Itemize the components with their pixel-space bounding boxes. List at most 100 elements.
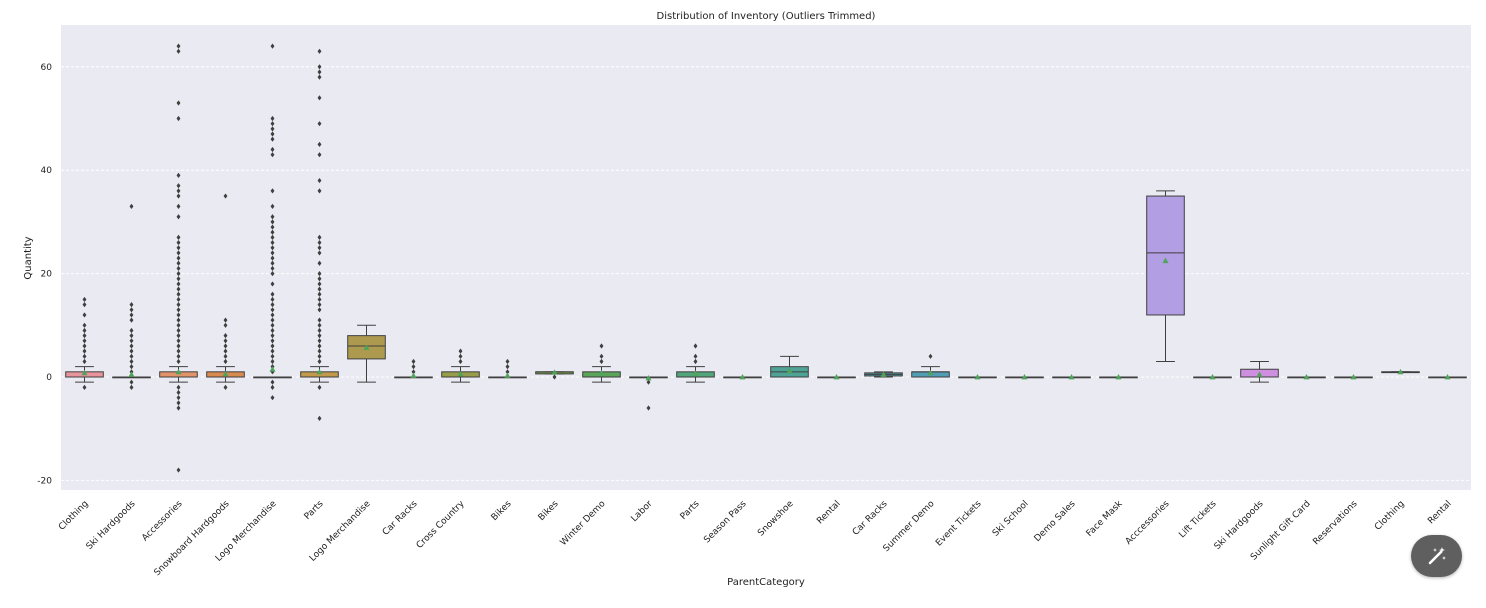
x-tick-label: Rental xyxy=(1426,499,1453,526)
outlier-point xyxy=(223,384,228,390)
outlier-point xyxy=(599,343,604,349)
outlier-point xyxy=(223,333,228,339)
outlier-point xyxy=(176,312,181,318)
outlier-point xyxy=(270,353,275,359)
outlier-point xyxy=(270,255,275,261)
outlier-point xyxy=(317,322,322,328)
outlier-point xyxy=(270,126,275,132)
outlier-point xyxy=(270,307,275,313)
x-tick-label: Snowshoe xyxy=(756,499,796,539)
outlier-point xyxy=(317,384,322,390)
outlier-point xyxy=(411,364,416,370)
outlier-point xyxy=(176,353,181,359)
outlier-point xyxy=(317,327,322,334)
outlier-point xyxy=(317,291,322,297)
box-group xyxy=(1146,190,1185,362)
outlier-point xyxy=(270,43,275,49)
mean-marker xyxy=(1162,257,1169,264)
outlier-point xyxy=(129,353,134,359)
box-group xyxy=(911,353,950,378)
outlier-point xyxy=(223,353,228,359)
mean-marker xyxy=(739,374,746,380)
box-group xyxy=(676,343,715,383)
outlier-point xyxy=(693,343,698,349)
outlier-point xyxy=(176,384,181,390)
outlier-point xyxy=(223,358,228,365)
x-axis-label: ParentCategory xyxy=(727,577,805,588)
box-group xyxy=(864,371,903,378)
outlier-point xyxy=(176,395,181,401)
outlier-point xyxy=(317,317,322,323)
mean-marker xyxy=(316,368,323,375)
outlier-point xyxy=(317,286,322,292)
box-group xyxy=(488,358,527,379)
y-tick-label: -20 xyxy=(37,476,52,486)
box xyxy=(1146,195,1185,316)
outlier-point xyxy=(82,358,87,365)
outlier-point xyxy=(270,384,275,390)
outlier-point xyxy=(82,353,87,359)
x-tick-label: Clothing xyxy=(57,499,91,533)
outlier-point xyxy=(270,338,275,344)
x-tick-label: Snowboard Hardgoods xyxy=(153,499,232,578)
mean-marker xyxy=(269,366,276,372)
x-tick-label: Summer Demo xyxy=(882,499,937,554)
outlier-point xyxy=(176,172,181,178)
chart-title: Distribution of Inventory (Outliers Trim… xyxy=(657,11,876,22)
outlier-point xyxy=(270,224,275,230)
outlier-point xyxy=(411,358,416,365)
x-tick-label: Bikes xyxy=(537,499,561,523)
mean-marker xyxy=(786,367,793,374)
x-tick-label: Car Racks xyxy=(381,499,420,538)
box-group xyxy=(1193,374,1232,380)
outlier-point xyxy=(270,271,275,277)
outlier-point xyxy=(270,302,275,308)
y-tick-label: 20 xyxy=(41,270,53,280)
mean-marker xyxy=(927,369,934,376)
mean-marker xyxy=(692,370,699,376)
magic-wand-button[interactable] xyxy=(1411,535,1462,577)
mean-marker xyxy=(1021,374,1028,380)
outlier-point xyxy=(176,265,181,272)
mean-marker xyxy=(410,372,417,378)
box-group xyxy=(441,348,480,383)
plot-area xyxy=(61,25,1471,490)
outlier-point xyxy=(270,219,275,225)
mean-marker xyxy=(222,370,229,377)
outlier-point xyxy=(505,364,510,370)
x-tick-label: Season Pass xyxy=(702,499,748,545)
y-axis-label: Quantity xyxy=(23,236,34,279)
x-tick-label: Accessories xyxy=(140,499,185,544)
box-group xyxy=(582,343,621,383)
outlier-point xyxy=(223,348,228,354)
y-tick-label: 40 xyxy=(41,166,53,176)
outlier-point xyxy=(270,250,275,256)
outlier-point xyxy=(317,260,322,266)
outlier-point xyxy=(317,95,322,101)
outlier-point xyxy=(223,343,228,349)
mean-marker xyxy=(1209,374,1216,380)
outlier-point xyxy=(317,276,322,282)
outlier-point xyxy=(270,146,275,153)
outlier-point xyxy=(270,312,275,318)
outlier-point xyxy=(270,152,275,158)
outlier-point xyxy=(270,281,275,287)
outlier-point xyxy=(270,131,275,137)
outlier-point xyxy=(317,245,322,251)
box-group xyxy=(1334,374,1373,380)
box-series xyxy=(65,43,1467,473)
box-group xyxy=(347,324,386,383)
x-tick-label: Cross Country xyxy=(415,499,467,551)
outlier-point xyxy=(176,260,181,266)
outlier-point xyxy=(411,369,416,375)
x-tick-label: Lift Tickets xyxy=(1177,499,1218,540)
outlier-point xyxy=(82,343,87,349)
y-tick-label: 0 xyxy=(46,373,52,383)
outlier-point xyxy=(129,358,134,365)
outlier-point xyxy=(270,291,275,297)
mean-marker xyxy=(457,370,464,377)
mean-marker xyxy=(81,369,88,376)
mean-marker xyxy=(645,375,652,381)
mean-marker xyxy=(598,369,605,376)
